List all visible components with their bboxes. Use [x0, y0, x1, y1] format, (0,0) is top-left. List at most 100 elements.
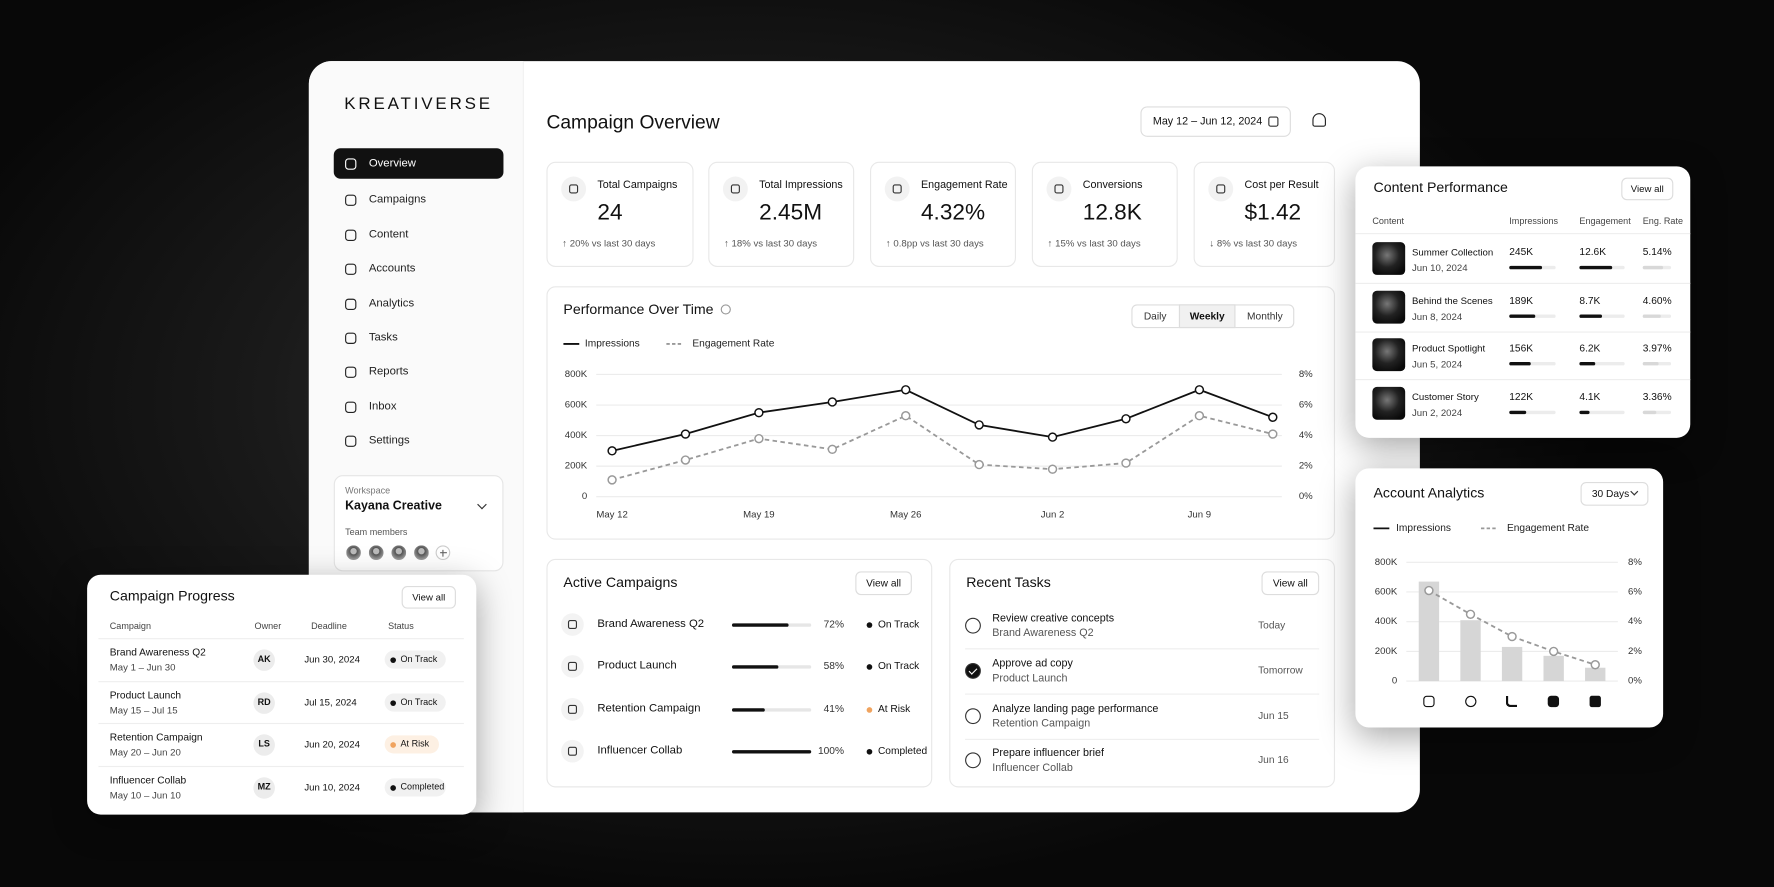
- metric-track: [1509, 362, 1556, 366]
- nav-label[interactable]: Reports: [368, 365, 409, 378]
- nav-label[interactable]: Analytics: [368, 297, 415, 310]
- page-title: Campaign Overview: [546, 111, 720, 133]
- bell-icon[interactable]: [1312, 113, 1326, 127]
- separator: [965, 693, 1320, 695]
- status: Completed: [877, 745, 928, 757]
- date-range: May 12 – Jun 12, 2024: [1152, 115, 1263, 129]
- nav-icon: [345, 332, 357, 344]
- progress-bar: [732, 707, 765, 712]
- task-campaign: Product Launch: [992, 672, 1068, 685]
- toggle[interactable]: Monthly: [1247, 310, 1283, 322]
- owner: LS: [258, 738, 270, 749]
- kpi-icon: [722, 176, 748, 202]
- info-icon: [720, 304, 731, 315]
- nav-label[interactable]: Settings: [368, 434, 410, 447]
- task-checkbox[interactable]: [965, 617, 981, 634]
- calendar-icon: [1268, 116, 1279, 127]
- metric: 122K: [1509, 390, 1534, 403]
- avatar: [412, 544, 430, 562]
- kpi-label: Conversions: [1082, 179, 1143, 192]
- task-checkbox[interactable]: [965, 708, 981, 725]
- view-all[interactable]: View all: [866, 577, 902, 589]
- toggle[interactable]: Weekly: [1189, 310, 1225, 322]
- campaign-name: Influencer Collab: [597, 744, 683, 757]
- kpi-icon: [1046, 176, 1072, 202]
- task-checkbox[interactable]: [965, 752, 981, 769]
- range[interactable]: 30 Days: [1591, 487, 1630, 499]
- nav-label[interactable]: Content: [368, 228, 409, 241]
- owner: AK: [257, 653, 271, 665]
- metric-bar: [1579, 362, 1596, 366]
- status-dot: [390, 784, 396, 791]
- campaign-name: Product Launch: [109, 689, 182, 701]
- campaign-dates: May 1 – Jun 30: [109, 661, 176, 673]
- kpi-change: ↓ 8% vs last 30 days: [1209, 237, 1298, 249]
- owner-avatar: [253, 691, 275, 714]
- task-checkbox[interactable]: [965, 662, 981, 679]
- add-member[interactable]: [435, 545, 451, 561]
- campaign-glyph: [567, 746, 578, 756]
- owner: RD: [257, 696, 271, 708]
- campaign-glyph: [567, 619, 578, 630]
- content-name: Product Spotlight: [1411, 342, 1486, 354]
- campaign-icon: [561, 739, 584, 763]
- view-all-button[interactable]: [1621, 177, 1674, 201]
- view-all-button[interactable]: [401, 586, 456, 609]
- view-all-button[interactable]: [1261, 571, 1320, 596]
- nav-label[interactable]: Inbox: [368, 400, 397, 413]
- status: Completed: [400, 781, 445, 792]
- content-performance-card: [1355, 166, 1691, 438]
- nav-label[interactable]: Accounts: [368, 262, 416, 275]
- date-picker[interactable]: [1140, 106, 1291, 137]
- metric-track: [1579, 314, 1625, 318]
- toggle[interactable]: Daily: [1143, 310, 1167, 322]
- task-campaign: Influencer Collab: [992, 761, 1073, 775]
- status-dot: [390, 656, 396, 663]
- separator: [1355, 331, 1691, 333]
- kpi-glyph: [569, 184, 579, 194]
- owner-avatar: [253, 733, 275, 756]
- metric-bar: [1509, 265, 1543, 270]
- metric-track: [1579, 410, 1625, 415]
- nav-active[interactable]: [333, 148, 504, 179]
- thumbnail: [1372, 386, 1406, 420]
- toggle-selected: [1178, 304, 1236, 329]
- content-date: Jun 8, 2024: [1411, 310, 1463, 323]
- status-pill: [384, 650, 446, 669]
- metric-bar: [1642, 362, 1659, 366]
- column-header: Deadline: [311, 621, 347, 632]
- deadline: Jun 10, 2024: [304, 781, 360, 793]
- campaign-name: Retention Campaign: [109, 731, 203, 743]
- column-header: Owner: [254, 621, 282, 632]
- task-name: Analyze landing page performance: [992, 702, 1159, 716]
- nav-label[interactable]: Overview: [368, 157, 416, 170]
- task-name: Approve ad copy: [992, 657, 1073, 671]
- chart-title: Account Analytics: [1373, 485, 1485, 501]
- nav-icon: [345, 229, 357, 241]
- campaign-name: Brand Awareness Q2: [109, 646, 206, 658]
- campaign-name: Product Launch: [597, 659, 677, 673]
- progress-label: 100%: [817, 745, 845, 757]
- kpi-label: Total Impressions: [759, 179, 843, 192]
- metric: 4.60%: [1642, 294, 1672, 307]
- view-all-button[interactable]: [855, 571, 912, 596]
- range-select[interactable]: [1580, 481, 1649, 506]
- progress-label: 41%: [823, 703, 845, 715]
- nav-label[interactable]: Campaigns: [368, 193, 427, 206]
- status-dot: [866, 663, 873, 670]
- nav-icon: [345, 435, 357, 447]
- metric-track: [1579, 362, 1625, 366]
- kpi-change: ↑ 0.8pp vs last 30 days: [885, 237, 984, 249]
- view-all[interactable]: View all: [412, 591, 446, 603]
- task-due: Jun 15: [1258, 709, 1289, 722]
- column-header: Campaign: [109, 621, 152, 632]
- campaign-name: Brand Awareness Q2: [597, 617, 705, 631]
- deadline: Jul 15, 2024: [304, 696, 357, 708]
- chart-title: Performance Over Time: [563, 301, 714, 318]
- nav-label[interactable]: Tasks: [368, 331, 398, 344]
- view-all[interactable]: View all: [1272, 577, 1308, 589]
- owner-avatar: [253, 648, 275, 671]
- view-all[interactable]: View all: [1630, 183, 1664, 195]
- task-campaign: Retention Campaign: [992, 717, 1091, 731]
- campaign-icon: [561, 698, 584, 721]
